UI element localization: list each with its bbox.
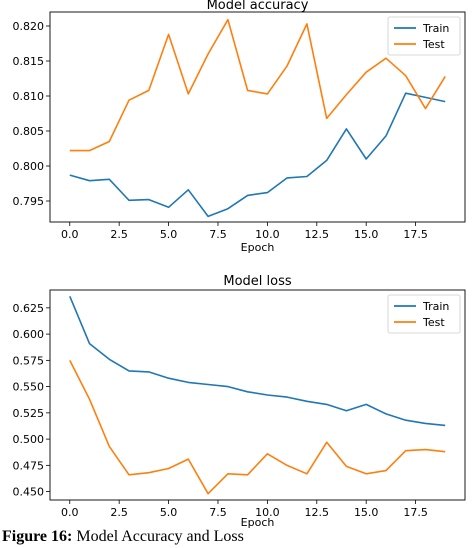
legend-label-train: Train (422, 300, 449, 313)
y-tick-label: 0.450 (13, 486, 45, 499)
x-tick-label: 5.0 (160, 506, 178, 519)
caption-label: Figure 16: (2, 528, 73, 545)
plot-frame (49, 289, 466, 501)
x-axis-label: Epoch (241, 516, 275, 528)
x-tick-label: 0.0 (61, 506, 79, 519)
x-tick-label: 17.5 (403, 506, 428, 519)
series-line-test (69, 18, 446, 152)
chart-loss: 0.0 2.5 5.0 7.5 10.0 12.5 15.0 17.5 0.450 0.475 0.… (13, 274, 466, 528)
series-line-test (69, 360, 446, 495)
legend-box (387, 16, 461, 56)
y-tick-label: 0.810 (13, 90, 45, 103)
legend-label-test: Test (422, 316, 445, 329)
x-tick-label: 17.5 (403, 228, 428, 241)
chart-title: Model loss (223, 274, 292, 289)
chart-title: Model accuracy (207, 0, 309, 13)
series-line-train (69, 295, 446, 427)
x-tick-label: 0.0 (61, 228, 79, 241)
legend: Train Test (387, 294, 461, 334)
y-tick-label: 0.815 (13, 55, 45, 68)
x-tick-label: 7.5 (209, 228, 227, 241)
x-axis-label: Epoch (241, 241, 275, 254)
legend-label-train: Train (422, 22, 449, 35)
y-tick-label: 0.625 (13, 302, 45, 315)
y-tick-label: 0.475 (13, 459, 45, 472)
x-tick-label: 5.0 (160, 228, 178, 241)
legend-label-test: Test (422, 38, 445, 51)
x-tick-label: 15.0 (354, 228, 379, 241)
y-tick-label: 0.575 (13, 354, 45, 367)
x-tick-label: 12.5 (305, 506, 330, 519)
x-tick-label: 10.0 (255, 506, 280, 519)
y-tick-label: 0.600 (13, 328, 45, 341)
legend: Train Test (387, 16, 461, 56)
x-tick-label: 2.5 (110, 228, 128, 241)
y-tick-label: 0.525 (13, 407, 45, 420)
y-tick-label: 0.550 (13, 381, 45, 394)
series-line-train (69, 92, 446, 218)
legend-box (387, 294, 461, 334)
y-tick-label: 0.820 (13, 20, 45, 33)
figure-caption: Figure 16: Model Accuracy and Loss (2, 528, 244, 546)
y-tick-label: 0.805 (13, 125, 45, 138)
x-tick-label: 2.5 (110, 506, 128, 519)
plot-frame (49, 11, 466, 223)
figure-canvas: 0.0 2.5 5.0 7.5 10.0 12.5 15.0 17.5 0.795 0.800 0.… (13, 0, 466, 528)
chart-accuracy: 0.0 2.5 5.0 7.5 10.0 12.5 15.0 17.5 0.795 0.800 0.… (13, 0, 466, 254)
y-tick-label: 0.795 (13, 195, 45, 208)
x-tick-label: 12.5 (305, 228, 330, 241)
x-tick-label: 10.0 (255, 228, 280, 241)
x-tick-label: 7.5 (209, 506, 227, 519)
x-tick-label: 15.0 (354, 506, 379, 519)
y-tick-label: 0.800 (13, 160, 45, 173)
caption-text: Model Accuracy and Loss (72, 528, 244, 545)
y-tick-label: 0.500 (13, 433, 45, 446)
